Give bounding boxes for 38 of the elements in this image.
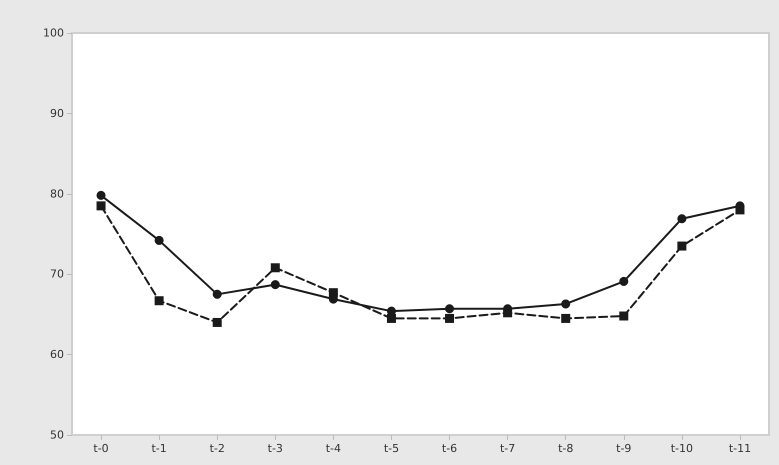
y-tick-label: 60 bbox=[50, 348, 64, 362]
point bbox=[270, 280, 280, 290]
point bbox=[619, 276, 628, 286]
x-tick-label: t-1 bbox=[151, 442, 167, 455]
point bbox=[619, 312, 628, 321]
point bbox=[445, 314, 454, 323]
y-tick-label: 90 bbox=[50, 106, 64, 120]
point bbox=[445, 304, 454, 314]
point bbox=[96, 190, 106, 200]
point bbox=[677, 214, 686, 224]
point bbox=[561, 314, 570, 323]
x-tick-label: t-9 bbox=[616, 442, 632, 455]
y-tick-label: 100 bbox=[43, 26, 64, 40]
point bbox=[328, 288, 338, 298]
point bbox=[96, 201, 106, 210]
y-tick-label: 70 bbox=[50, 268, 64, 281]
point bbox=[386, 314, 396, 323]
x-tick-label: t-10 bbox=[670, 442, 694, 455]
x-tick-label: t-2 bbox=[210, 442, 225, 455]
y-tick-label: 80 bbox=[50, 187, 64, 200]
point bbox=[212, 290, 222, 299]
point bbox=[677, 242, 686, 251]
x-tick-label: t-6 bbox=[442, 442, 458, 455]
y-tick-label: 50 bbox=[50, 428, 64, 442]
point bbox=[212, 318, 222, 327]
x-tick-label: t-11 bbox=[728, 442, 752, 455]
point bbox=[154, 296, 164, 306]
point bbox=[503, 308, 512, 318]
x-tick-label: t-4 bbox=[326, 442, 342, 455]
x-tick-label: t-7 bbox=[500, 442, 516, 455]
x-tick-label: t-8 bbox=[558, 442, 574, 455]
point bbox=[735, 205, 744, 214]
point bbox=[154, 236, 164, 245]
x-tick-label: t-3 bbox=[268, 442, 283, 455]
point bbox=[561, 299, 570, 308]
x-tick-label: t-0 bbox=[93, 442, 109, 455]
point bbox=[270, 263, 280, 272]
x-tick-label: t-5 bbox=[384, 442, 400, 455]
